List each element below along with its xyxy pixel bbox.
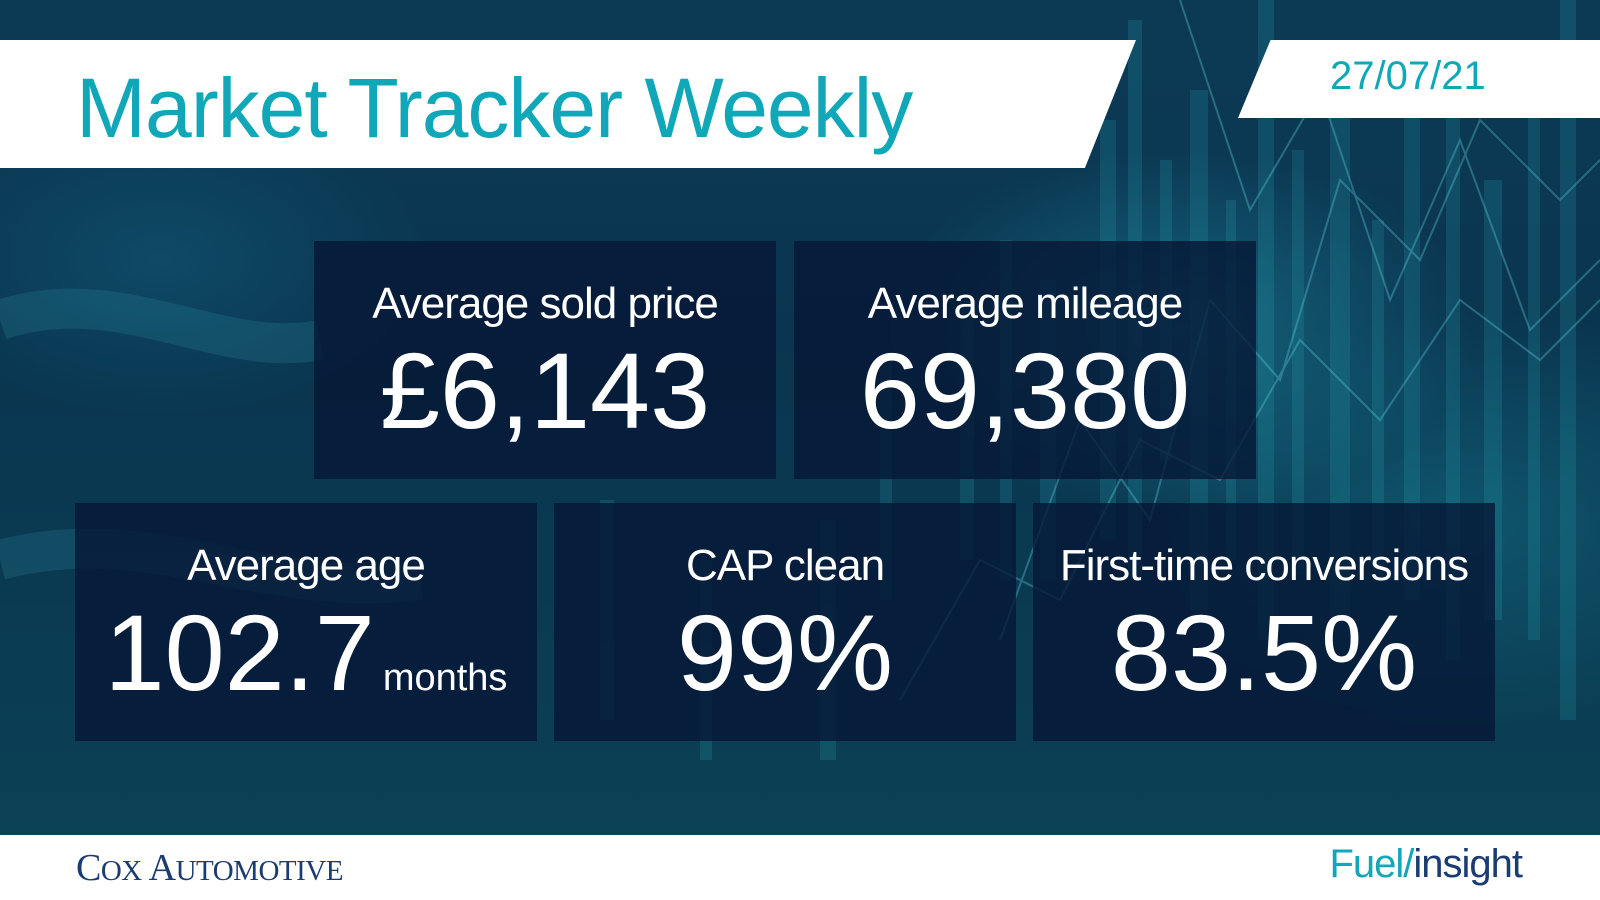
- metric-label: Average age: [187, 541, 426, 590]
- date-banner: [1238, 40, 1600, 118]
- page-title: Market Tracker Weekly: [76, 61, 913, 155]
- report-date: 27/07/21: [1330, 54, 1486, 98]
- metric-label: First-time conversions: [1059, 541, 1469, 590]
- metric-value: £6,143: [379, 330, 711, 451]
- footer-bar: [0, 835, 1600, 900]
- metric-unit: months: [382, 657, 508, 699]
- metric-tile-average-mileage: Average mileage 69,380: [794, 241, 1256, 479]
- metric-value: 83.5%: [1110, 592, 1418, 713]
- metric-label: CAP clean: [685, 541, 885, 590]
- metric-label: Average sold price: [372, 279, 719, 328]
- metric-tile-cap-clean: CAP clean 99%: [554, 503, 1016, 741]
- background-chart-graphic: [0, 0, 1600, 760]
- title-banner: [0, 40, 1136, 168]
- metric-value: 99%: [676, 592, 894, 713]
- cox-automotive-logo: COX AUTOMOTIVE: [76, 847, 343, 889]
- metric-tile-average-sold-price: Average sold price £6,143: [314, 241, 776, 479]
- metric-label: Average mileage: [867, 279, 1183, 328]
- metric-value-group: 102.7 months: [75, 599, 537, 707]
- metric-tile-average-age: Average age 102.7 months: [75, 503, 537, 741]
- metric-value: 102.7: [104, 592, 375, 713]
- metric-tile-first-time-conversions: First-time conversions 83.5%: [1033, 503, 1495, 741]
- metric-value: 69,380: [859, 330, 1191, 451]
- fuel-insight-logo: Fuel/insight: [1329, 842, 1523, 886]
